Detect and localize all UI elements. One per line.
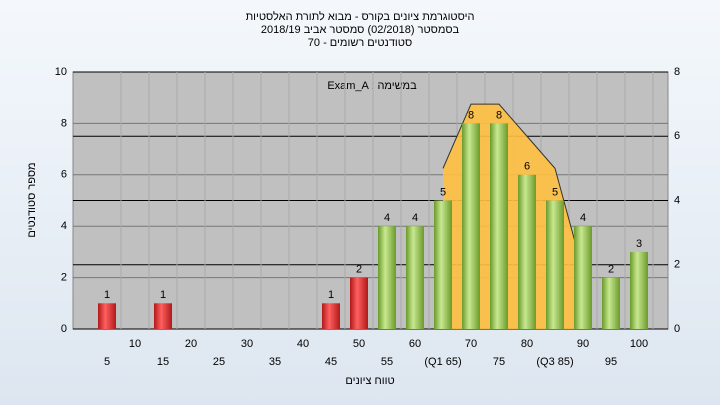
value-label: 4 [384,212,390,224]
x-tick-label: 70 [465,338,477,350]
y-tick-label: 10 [55,66,67,78]
x-tick-label: 55 [381,356,393,368]
x-tick-label: 10 [129,338,141,350]
bar [406,226,424,329]
x-tick-label: 90 [577,338,589,350]
x-tick-label: 95 [605,356,617,368]
x-tick-label: (Q3 85) [536,356,573,368]
x-tick-label: 35 [269,356,281,368]
title: היסטוגרמת ציונים בקורס - מבוא לתורת האלס… [246,10,475,23]
y2-tick-label: 0 [674,323,680,335]
bar [98,303,116,329]
bar [490,123,508,330]
bar [462,123,480,330]
title: בסמסטר (02/2018) סמסטר אביב 2018/19 [261,24,460,36]
area-line [442,103,584,272]
bar [602,277,620,329]
value-label: 1 [328,289,334,301]
y-tick-label: 4 [61,220,67,232]
bar [574,226,592,329]
value-label: 3 [636,238,642,250]
y-tick-label: 0 [61,323,67,335]
bar [630,251,648,329]
x-tick-label: 15 [157,356,169,368]
value-label: 4 [412,212,418,224]
x-tick-label: 25 [213,356,225,368]
value-label: 8 [496,109,502,121]
x-tick-label: 20 [185,338,197,350]
x-tick-label: 100 [630,338,648,350]
value-label: 4 [580,212,586,224]
x-tick-label: 30 [241,338,253,350]
x-tick-label: 75 [493,356,505,368]
value-label: 8 [468,109,474,121]
value-label: 5 [440,186,446,198]
value-label: 6 [524,161,530,173]
y-tick-label: 2 [61,272,67,284]
bar [154,303,172,329]
value-label: 1 [160,289,166,301]
value-label: 5 [552,186,558,198]
x-tick-label: 40 [297,338,309,350]
y-tick-label: 6 [61,169,67,181]
x-tick-label: 5 [104,356,110,368]
bar [378,226,396,329]
y-label: מספר סטודנטים [26,162,38,237]
y-tick-label: 8 [61,117,67,129]
bar [322,303,340,329]
x-tick-label: 45 [325,356,337,368]
bar [434,200,452,329]
bar [350,277,368,329]
y2-tick-label: 4 [674,194,680,206]
y2-tick-label: 8 [674,66,680,78]
annotation: Exam_A : במשימה [327,80,417,92]
value-label: 2 [608,264,614,276]
bar [546,200,564,329]
y2-tick-label: 2 [674,259,680,271]
value-label: 1 [104,289,110,301]
x-tick-label: 50 [353,338,365,350]
x-tick-label: 60 [409,338,421,350]
value-label: 2 [356,264,362,276]
x-tick-label: 80 [521,338,533,350]
bar [518,174,536,329]
x-label: טווח ציונים [345,375,394,387]
x-tick-label: (Q1 65) [424,356,461,368]
y2-tick-label: 6 [674,130,680,142]
title: סטודנטים רשומים - 70 [308,37,412,49]
